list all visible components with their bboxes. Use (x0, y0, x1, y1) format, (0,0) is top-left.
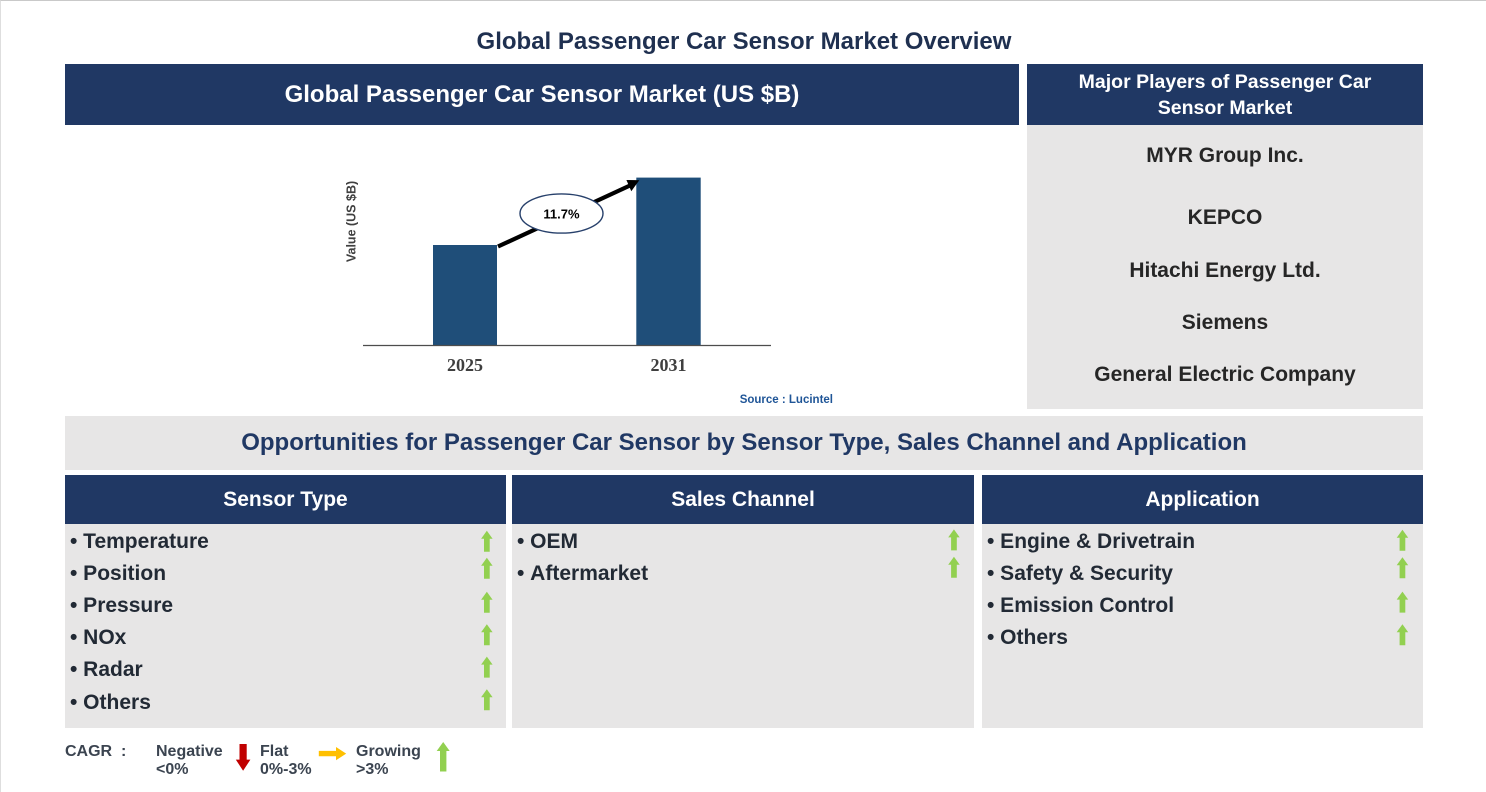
svg-text:2031: 2031 (651, 355, 687, 375)
svg-text:11.7%: 11.7% (543, 207, 580, 222)
svg-text:2025: 2025 (447, 355, 483, 375)
svg-text:Value (US $B): Value (US $B) (345, 181, 359, 262)
